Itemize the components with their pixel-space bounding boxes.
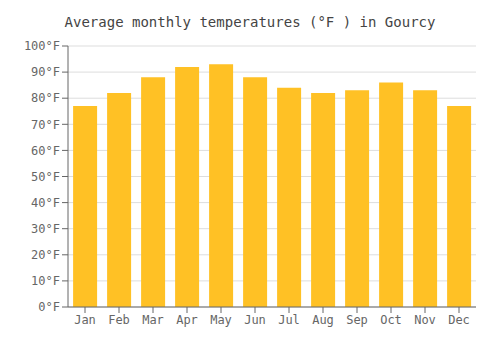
- svg-text:Dec: Dec: [448, 313, 470, 327]
- html-text:Average monthly temperatures (: Average monthly temperatures (°F ) in Go…: [64, 14, 436, 30]
- svg-text:May: May: [210, 313, 232, 327]
- svg-text:Feb: Feb: [108, 313, 130, 327]
- svg-text:Nov: Nov: [414, 313, 436, 327]
- svg-text:60°F: 60°F: [31, 144, 60, 158]
- svg-text:80°F: 80°F: [31, 91, 60, 105]
- svg-text:20°F: 20°F: [31, 248, 60, 262]
- svg-text:10°F: 10°F: [31, 274, 60, 288]
- svg-text:Oct: Oct: [380, 313, 402, 327]
- svg-text:Apr: Apr: [176, 313, 198, 327]
- svg-text:50°F: 50°F: [31, 170, 60, 184]
- svg-text:Jul: Jul: [278, 313, 300, 327]
- svg-text:Aug: Aug: [312, 313, 334, 327]
- svg-text:90°F: 90°F: [31, 65, 60, 79]
- svg-text:Jun: Jun: [244, 313, 266, 327]
- svg-text:100°F: 100°F: [24, 39, 60, 53]
- svg-text:Mar: Mar: [142, 313, 164, 327]
- svg-text:Jan: Jan: [74, 313, 96, 327]
- svg-text:Sep: Sep: [346, 313, 368, 327]
- svg-text:0°F: 0°F: [38, 300, 60, 314]
- svg-text:70°F: 70°F: [31, 118, 60, 132]
- svg-text:30°F: 30°F: [31, 222, 60, 236]
- svg-text:40°F: 40°F: [31, 196, 60, 210]
